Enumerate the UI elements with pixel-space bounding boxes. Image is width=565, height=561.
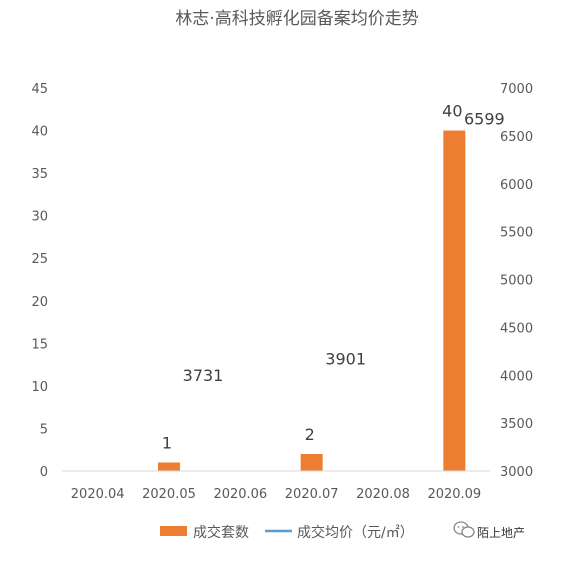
bar-data-label: 2 bbox=[305, 425, 315, 444]
left-axis: 0 5 10 15 20 25 30 35 40 45 bbox=[31, 82, 48, 480]
legend-label-line: 成交均价（元/㎡） bbox=[297, 524, 414, 541]
right-tick-label: 6500 bbox=[500, 130, 533, 145]
bar bbox=[300, 453, 323, 471]
right-axis: 3000 3500 4000 4500 5000 5500 6000 6500 7000 bbox=[500, 82, 533, 480]
right-tick-label: 4000 bbox=[500, 369, 533, 384]
watermark-text: 陌上地产 bbox=[477, 526, 525, 540]
legend-swatch-bar bbox=[160, 526, 187, 536]
right-tick-label: 5000 bbox=[500, 274, 533, 289]
right-tick-label: 7000 bbox=[500, 82, 533, 97]
left-tick-label: 35 bbox=[31, 167, 48, 182]
right-tick-label: 6000 bbox=[500, 178, 533, 193]
x-tick-label: 2020.07 bbox=[285, 487, 339, 502]
bar bbox=[443, 130, 466, 472]
left-tick-label: 0 bbox=[40, 465, 48, 480]
x-tick-label: 2020.06 bbox=[213, 487, 267, 502]
legend: 成交套数 成交均价（元/㎡） bbox=[160, 524, 414, 541]
x-tick-label: 2020.04 bbox=[71, 487, 125, 502]
x-axis: 2020.04 2020.05 2020.06 2020.07 2020.08 2020.… bbox=[71, 487, 481, 502]
right-tick-label: 3500 bbox=[500, 417, 533, 432]
left-tick-label: 15 bbox=[31, 337, 48, 352]
bar bbox=[158, 462, 180, 471]
bar-data-label: 1 bbox=[162, 433, 172, 452]
left-tick-label: 20 bbox=[31, 295, 48, 310]
right-tick-label: 5500 bbox=[500, 226, 533, 241]
x-tick-label: 2020.08 bbox=[356, 487, 410, 502]
x-tick-label: 2020.05 bbox=[142, 487, 196, 502]
price-data-label: 6599 bbox=[464, 109, 505, 128]
bar-series bbox=[158, 130, 466, 472]
data-labels: 1 2 40 3731 3901 6599 bbox=[162, 102, 505, 453]
left-tick-label: 30 bbox=[31, 210, 48, 225]
left-tick-label: 40 bbox=[31, 125, 48, 140]
legend-label-bar: 成交套数 bbox=[193, 524, 249, 541]
bar-data-label: 40 bbox=[442, 102, 462, 121]
x-tick-label: 2020.09 bbox=[427, 487, 481, 502]
right-tick-label: 4500 bbox=[500, 321, 533, 336]
left-tick-label: 25 bbox=[31, 252, 48, 267]
left-tick-label: 5 bbox=[40, 422, 48, 437]
price-data-label: 3901 bbox=[325, 350, 366, 369]
price-data-label: 3731 bbox=[183, 366, 224, 385]
left-tick-label: 10 bbox=[31, 380, 48, 395]
watermark: 陌上地产 bbox=[453, 521, 525, 540]
right-tick-label: 3000 bbox=[500, 465, 533, 480]
chart-title: 林志·高科技孵化园备案均价走势 bbox=[175, 9, 418, 29]
left-tick-label: 45 bbox=[31, 82, 48, 97]
wechat-icon bbox=[453, 521, 475, 538]
